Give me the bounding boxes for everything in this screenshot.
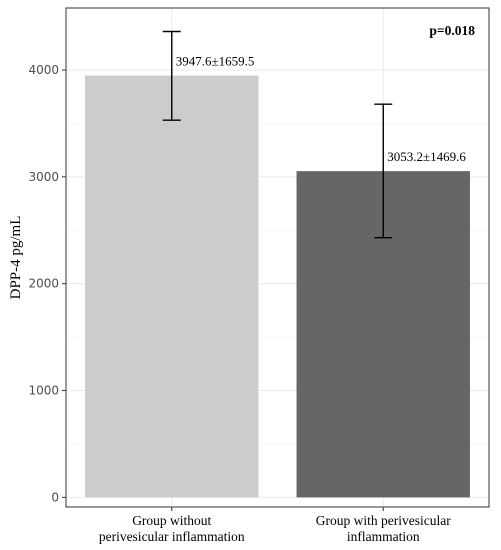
y-tick-label: 1000 <box>28 384 59 398</box>
data-label-2: 3053.2±1469.6 <box>387 149 466 164</box>
y-tick-label: 2000 <box>28 277 59 291</box>
bars <box>85 75 470 498</box>
data-labels: 3947.6±1659.5 3053.2±1469.6 <box>176 54 467 165</box>
x-tick-label: Group without perivesicular inflammation <box>99 513 245 544</box>
p-value-annotation: p=0.018 <box>429 23 475 38</box>
y-axis-title: DPP-4 pg/mL <box>8 216 24 300</box>
x-tick-label-line: Group with perivesicular <box>316 513 451 528</box>
data-label-1: 3947.6±1659.5 <box>176 54 255 69</box>
x-tick-label-line: inflammation <box>347 529 420 544</box>
x-tick-label: Group with perivesicular inflammation <box>316 513 451 544</box>
y-tick-label: 0 <box>51 490 59 504</box>
error-bars <box>162 30 393 239</box>
x-tick-label-line: Group without <box>132 513 211 528</box>
y-tick-label: 4000 <box>28 63 59 77</box>
x-tick-label-line: perivesicular inflammation <box>99 529 245 544</box>
plot-panel-border <box>65 7 490 508</box>
y-tick-label: 3000 <box>28 170 59 184</box>
bar-1 <box>85 75 259 498</box>
axes: 0 1000 2000 3000 4000 Group without perivesicu… <box>28 63 451 544</box>
